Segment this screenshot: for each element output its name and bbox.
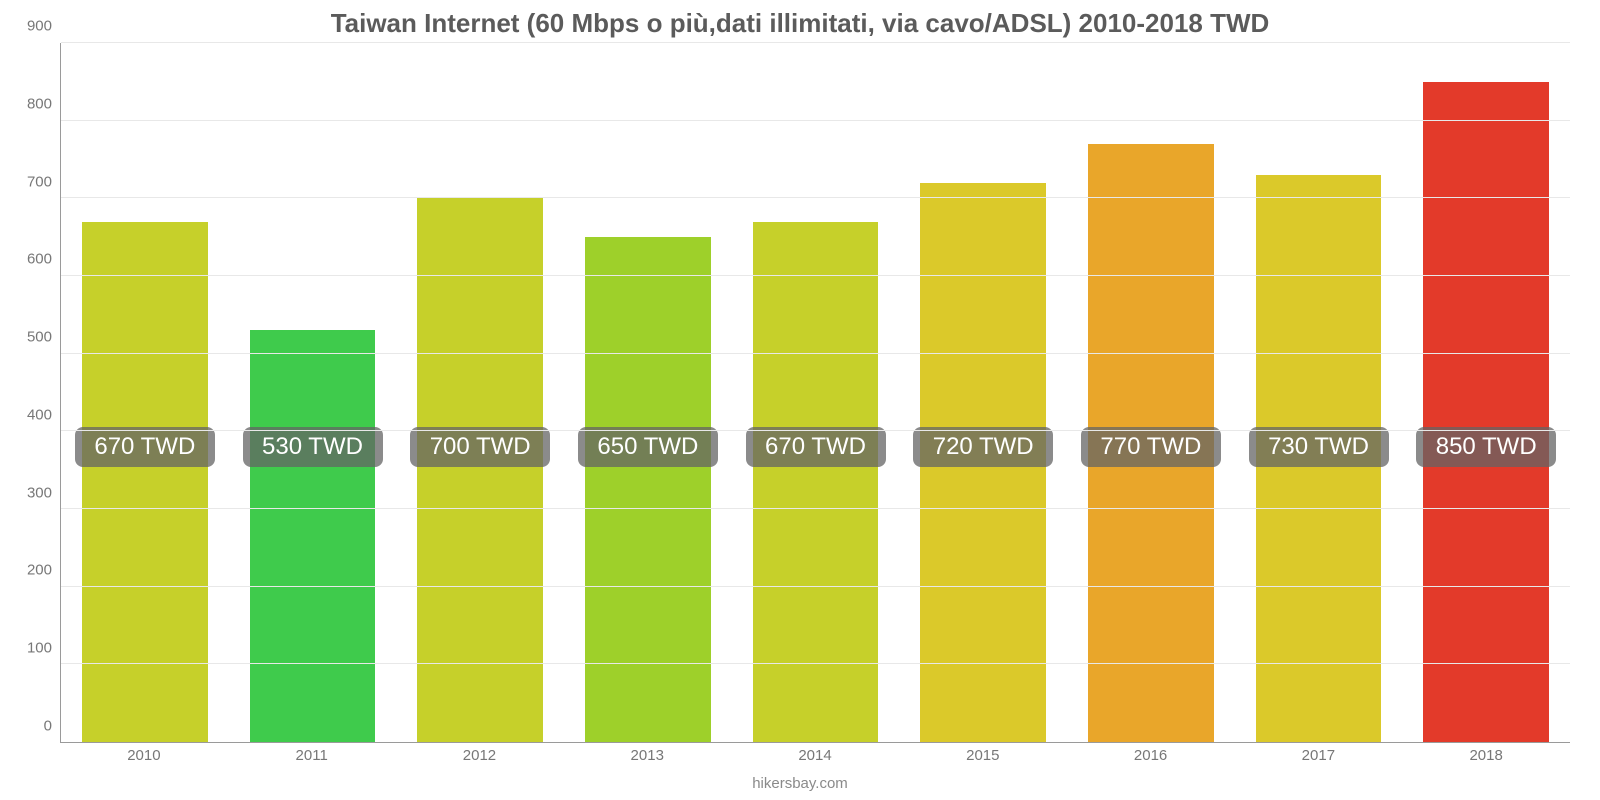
bar: 530 TWD — [250, 330, 376, 742]
chart-title: Taiwan Internet (60 Mbps o più,dati illi… — [0, 0, 1600, 43]
gridline — [61, 430, 1570, 431]
bar-slot: 720 TWD — [899, 43, 1067, 742]
plot-area: 670 TWD 530 TWD 700 TWD 650 TWD 670 TWD 720 T… — [60, 43, 1570, 743]
gridline — [61, 508, 1570, 509]
bar-chart: Taiwan Internet (60 Mbps o più,dati illi… — [0, 0, 1600, 800]
bar-slot: 530 TWD — [229, 43, 397, 742]
gridline — [61, 42, 1570, 43]
y-tick-label: 100 — [27, 640, 52, 657]
y-tick-label: 500 — [27, 329, 52, 346]
bar-slot: 670 TWD — [61, 43, 229, 742]
x-axis: 201020112012201320142015201620172018 — [0, 743, 1600, 775]
y-tick-label: 900 — [27, 18, 52, 35]
bar-value-label: 670 TWD — [746, 427, 886, 467]
bar-value-label: 850 TWD — [1416, 427, 1556, 467]
y-tick-label: 300 — [27, 484, 52, 501]
bar-slot: 700 TWD — [396, 43, 564, 742]
y-axis: 0100200300400500600700800900 — [0, 43, 60, 743]
gridline — [61, 197, 1570, 198]
bar-slot: 670 TWD — [732, 43, 900, 742]
x-tick-label: 2014 — [731, 743, 899, 775]
y-tick-label: 700 — [27, 173, 52, 190]
gridline — [61, 353, 1570, 354]
bar: 700 TWD — [417, 198, 543, 742]
bar-value-label: 670 TWD — [75, 427, 215, 467]
x-tick-label: 2018 — [1402, 743, 1570, 775]
bar-value-label: 720 TWD — [913, 427, 1053, 467]
y-tick-label: 600 — [27, 251, 52, 268]
plot-row: 0100200300400500600700800900 670 TWD530 … — [0, 43, 1600, 743]
bar-value-label: 770 TWD — [1081, 427, 1221, 467]
bar-value-label: 730 TWD — [1249, 427, 1389, 467]
x-tick-label: 2015 — [899, 743, 1067, 775]
bar: 850 TWD — [1423, 82, 1549, 742]
gridline — [61, 586, 1570, 587]
x-tick-label: 2012 — [396, 743, 564, 775]
bar-slot: 730 TWD — [1235, 43, 1403, 742]
gridline — [61, 120, 1570, 121]
y-tick-label: 400 — [27, 406, 52, 423]
x-tick-label: 2011 — [228, 743, 396, 775]
x-tick-label: 2013 — [563, 743, 731, 775]
bar: 720 TWD — [920, 183, 1046, 742]
x-tick-label: 2010 — [60, 743, 228, 775]
x-tick-label: 2016 — [1067, 743, 1235, 775]
gridline — [61, 663, 1570, 664]
x-tick-label: 2017 — [1234, 743, 1402, 775]
bar-slot: 850 TWD — [1402, 43, 1570, 742]
chart-footer: hikersbay.com — [0, 775, 1600, 800]
bar-value-label: 650 TWD — [578, 427, 718, 467]
bar: 650 TWD — [585, 237, 711, 742]
bar-slot: 770 TWD — [1067, 43, 1235, 742]
y-tick-label: 200 — [27, 562, 52, 579]
bar-slot: 650 TWD — [564, 43, 732, 742]
y-tick-label: 800 — [27, 95, 52, 112]
bar-value-label: 700 TWD — [410, 427, 550, 467]
bars-container: 670 TWD 530 TWD 700 TWD 650 TWD 670 TWD 720 T… — [61, 43, 1570, 742]
bar: 730 TWD — [1256, 175, 1382, 742]
bar: 770 TWD — [1088, 144, 1214, 742]
bar-value-label: 530 TWD — [243, 427, 383, 467]
gridline — [61, 275, 1570, 276]
y-tick-label: 0 — [44, 718, 52, 735]
